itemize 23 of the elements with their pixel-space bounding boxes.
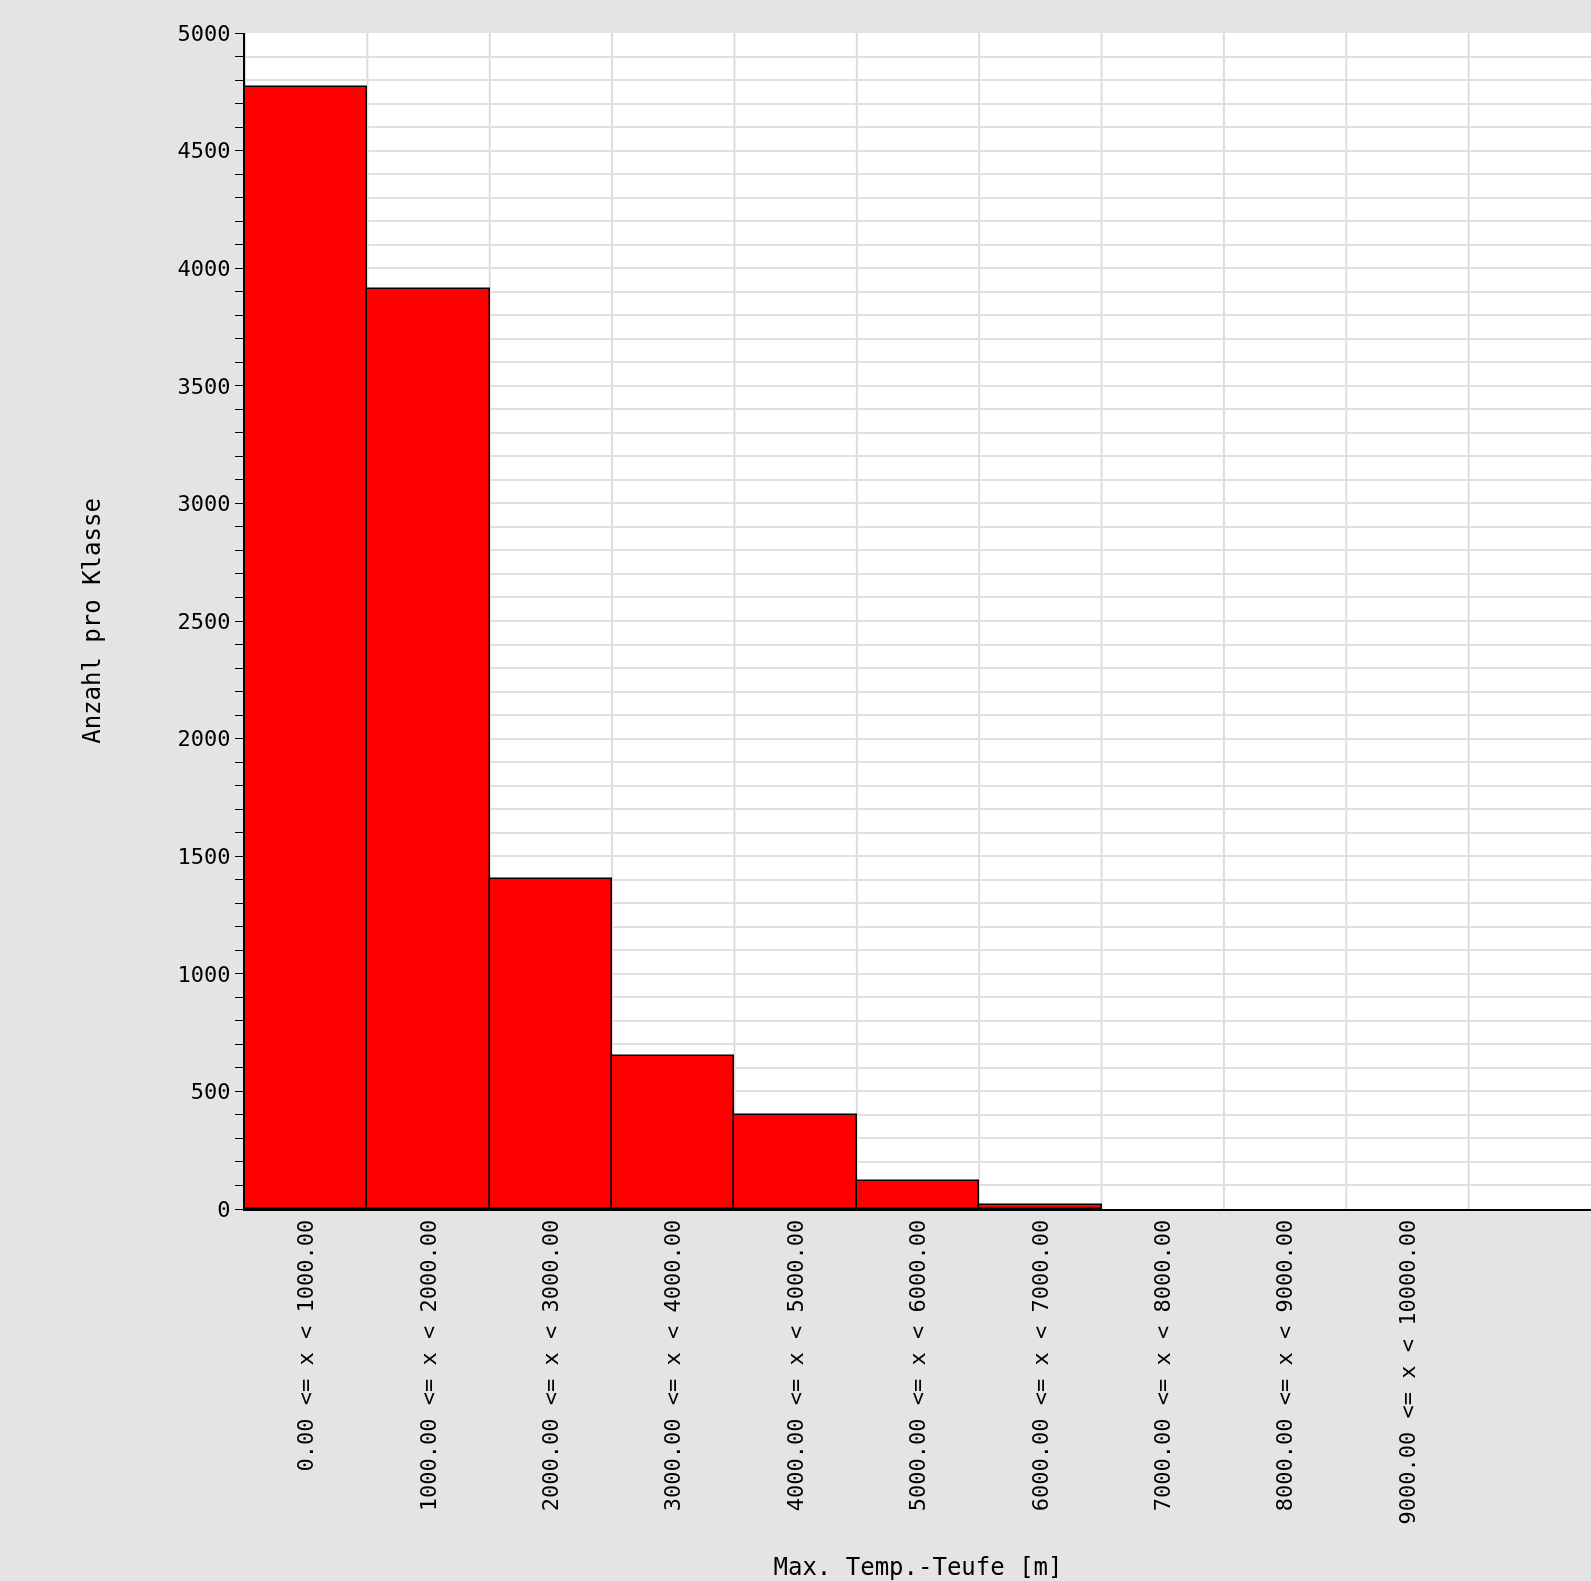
x-tick-label: 6000.00 <= x < 7000.00 (1027, 1219, 1053, 1512)
y-tick-label: 1500 (177, 843, 231, 869)
x-tick-label: 4000.00 <= x < 5000.00 (782, 1219, 808, 1512)
y-tick-label: 3000 (177, 491, 231, 517)
y-tick-label: 500 (190, 1079, 231, 1105)
x-tick-label: 9000.00 <= x < 10000.00 (1394, 1219, 1420, 1525)
x-tick-label: 1000.00 <= x < 2000.00 (415, 1219, 441, 1512)
x-tick-label: 3000.00 <= x < 4000.00 (660, 1219, 686, 1512)
x-tick-label: 8000.00 <= x < 9000.00 (1272, 1219, 1298, 1512)
y-tick-label: 5000 (177, 20, 231, 46)
x-tick-label: 0.00 <= x < 1000.00 (293, 1219, 319, 1472)
x-tick-label: 2000.00 <= x < 3000.00 (538, 1219, 564, 1512)
y-tick-label: 2500 (177, 608, 231, 634)
y-tick-label: 4000 (177, 255, 231, 281)
y-tick-label: 2000 (177, 726, 231, 752)
x-axis-title: Max. Temp.-Teufe [m] (773, 1553, 1063, 1581)
y-tick-label: 4500 (177, 138, 231, 164)
y-axis-title: Anzahl pro Klasse (78, 498, 107, 744)
y-tick-label: 1000 (177, 961, 231, 987)
y-tick-label: 3500 (177, 373, 231, 399)
y-tick-label: 0 (217, 1196, 231, 1222)
x-tick-label: 5000.00 <= x < 6000.00 (905, 1219, 931, 1512)
x-tick-label: 7000.00 <= x < 8000.00 (1149, 1219, 1175, 1512)
